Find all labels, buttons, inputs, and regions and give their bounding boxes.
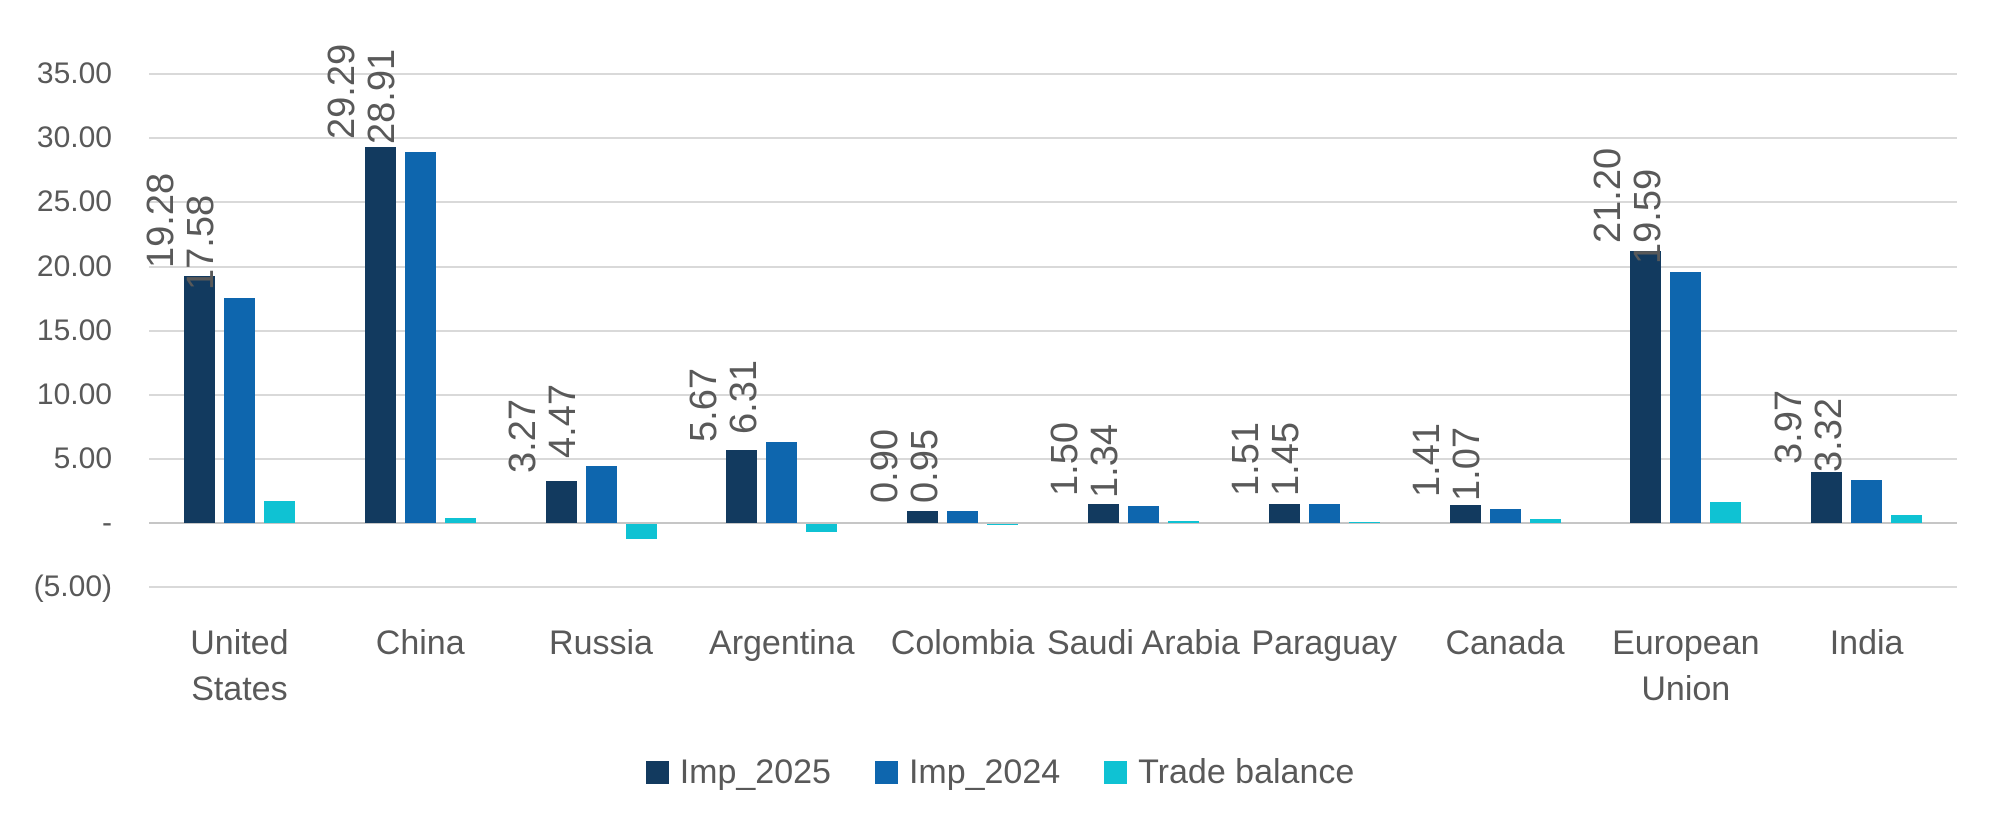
bar-trade-balance bbox=[444, 518, 476, 523]
bar-trade-balance bbox=[1348, 522, 1380, 523]
data-label: 1.07 bbox=[1446, 427, 1488, 502]
y-axis-tick-label: 35.00 bbox=[36, 57, 112, 91]
data-label: 28.91 bbox=[361, 49, 404, 145]
y-axis-tick-label: 15.00 bbox=[36, 313, 112, 347]
data-label: 17.58 bbox=[180, 194, 223, 290]
bar-imp-2025 bbox=[183, 275, 215, 523]
data-label: 3.27 bbox=[502, 399, 544, 474]
bar-trade-balance bbox=[987, 524, 1019, 525]
x-axis-category-label: Paraguay bbox=[1251, 624, 1397, 662]
data-label: 1.50 bbox=[1044, 421, 1087, 496]
bar-trade-balance bbox=[806, 524, 838, 533]
bar-trade-balance bbox=[1710, 502, 1742, 523]
bar-imp-2024 bbox=[585, 465, 617, 523]
data-label: 1.51 bbox=[1225, 421, 1268, 496]
data-label: 1.41 bbox=[1406, 422, 1448, 497]
data-label: 6.31 bbox=[722, 360, 765, 435]
x-axis-category-label: Saudi Arabia bbox=[1046, 624, 1240, 662]
data-label: 5.67 bbox=[682, 368, 725, 443]
legend-swatch-icon bbox=[874, 760, 898, 784]
legend: Imp_2025 Imp_2024 Trade balance bbox=[0, 752, 2000, 792]
gridline bbox=[149, 329, 1957, 332]
bar-imp-2025 bbox=[907, 511, 939, 523]
x-axis-category-label: European Union bbox=[1612, 624, 1760, 708]
y-axis-tick-label: (5.00) bbox=[33, 570, 112, 604]
legend-item-trade-balance: Trade balance bbox=[1104, 752, 1354, 792]
y-axis-tick-label: - bbox=[102, 506, 112, 539]
data-label: 1.45 bbox=[1265, 422, 1308, 497]
bar-imp-2025 bbox=[545, 481, 577, 523]
bar-imp-2024 bbox=[766, 442, 798, 523]
legend-swatch-icon bbox=[1104, 760, 1128, 784]
data-label: 0.95 bbox=[903, 428, 946, 503]
data-label: 4.47 bbox=[542, 383, 584, 458]
bar-trade-balance bbox=[263, 501, 295, 523]
legend-item-imp-2025: Imp_2025 bbox=[645, 752, 831, 792]
data-label: 1.34 bbox=[1084, 423, 1127, 498]
legend-label: Imp_2025 bbox=[679, 753, 831, 791]
bar-imp-2025 bbox=[1449, 504, 1481, 523]
gridline bbox=[149, 457, 1957, 460]
bar-imp-2024 bbox=[1851, 480, 1883, 523]
data-label: 0.90 bbox=[863, 429, 906, 504]
y-axis-tick-label: 10.00 bbox=[36, 377, 112, 411]
bar-imp-2024 bbox=[1308, 504, 1340, 523]
data-label: 3.32 bbox=[1807, 398, 1850, 473]
legend-label: Imp_2024 bbox=[908, 753, 1061, 791]
bar-trade-balance bbox=[1529, 518, 1561, 523]
gridline bbox=[149, 265, 1957, 268]
data-label: 29.29 bbox=[321, 44, 364, 140]
bar-imp-2024 bbox=[223, 297, 255, 523]
x-axis-category-label: Colombia bbox=[890, 624, 1035, 662]
bar-trade-balance bbox=[1891, 514, 1923, 523]
x-axis-category-label: Argentina bbox=[709, 624, 855, 662]
bar-imp-2025 bbox=[726, 450, 758, 523]
legend-label: Trade balance bbox=[1138, 753, 1355, 791]
bar-imp-2024 bbox=[1489, 509, 1521, 523]
y-axis-tick-label: 25.00 bbox=[36, 185, 112, 219]
x-axis-category-label: China bbox=[375, 624, 465, 662]
zero-gridline bbox=[149, 522, 1957, 524]
gridline bbox=[149, 393, 1957, 396]
y-axis-tick-label: 20.00 bbox=[36, 249, 112, 283]
y-axis-tick-label: 5.00 bbox=[53, 441, 112, 475]
data-label: 3.97 bbox=[1767, 390, 1810, 465]
data-label: 19.28 bbox=[140, 172, 183, 268]
legend-item-imp-2024: Imp_2024 bbox=[874, 752, 1061, 792]
gridline bbox=[149, 201, 1957, 204]
legend-swatch-icon bbox=[645, 760, 669, 784]
x-axis-category-label: India bbox=[1829, 624, 1904, 662]
bar-imp-2025 bbox=[1630, 251, 1662, 523]
bar-imp-2025 bbox=[364, 147, 396, 523]
bar-imp-2024 bbox=[1127, 505, 1159, 523]
bar-imp-2025 bbox=[1087, 503, 1119, 523]
bar-imp-2024 bbox=[947, 510, 979, 523]
y-axis-tick-label: 30.00 bbox=[36, 121, 112, 155]
bar-trade-balance bbox=[625, 524, 657, 540]
bar-imp-2025 bbox=[1811, 472, 1843, 523]
data-label: 21.20 bbox=[1586, 148, 1629, 244]
gridline bbox=[149, 137, 1957, 140]
bar-imp-2025 bbox=[1268, 503, 1300, 523]
bar-trade-balance bbox=[1167, 520, 1199, 523]
gridline bbox=[149, 586, 1957, 589]
x-axis-category-label: Russia bbox=[549, 624, 653, 662]
data-label: 19.59 bbox=[1626, 168, 1669, 264]
bar-imp-2024 bbox=[404, 152, 436, 523]
gridline bbox=[149, 73, 1957, 76]
x-axis-category-label: United States bbox=[190, 624, 289, 708]
bar-imp-2024 bbox=[1670, 271, 1702, 523]
x-axis-category-label: Canada bbox=[1445, 624, 1565, 662]
